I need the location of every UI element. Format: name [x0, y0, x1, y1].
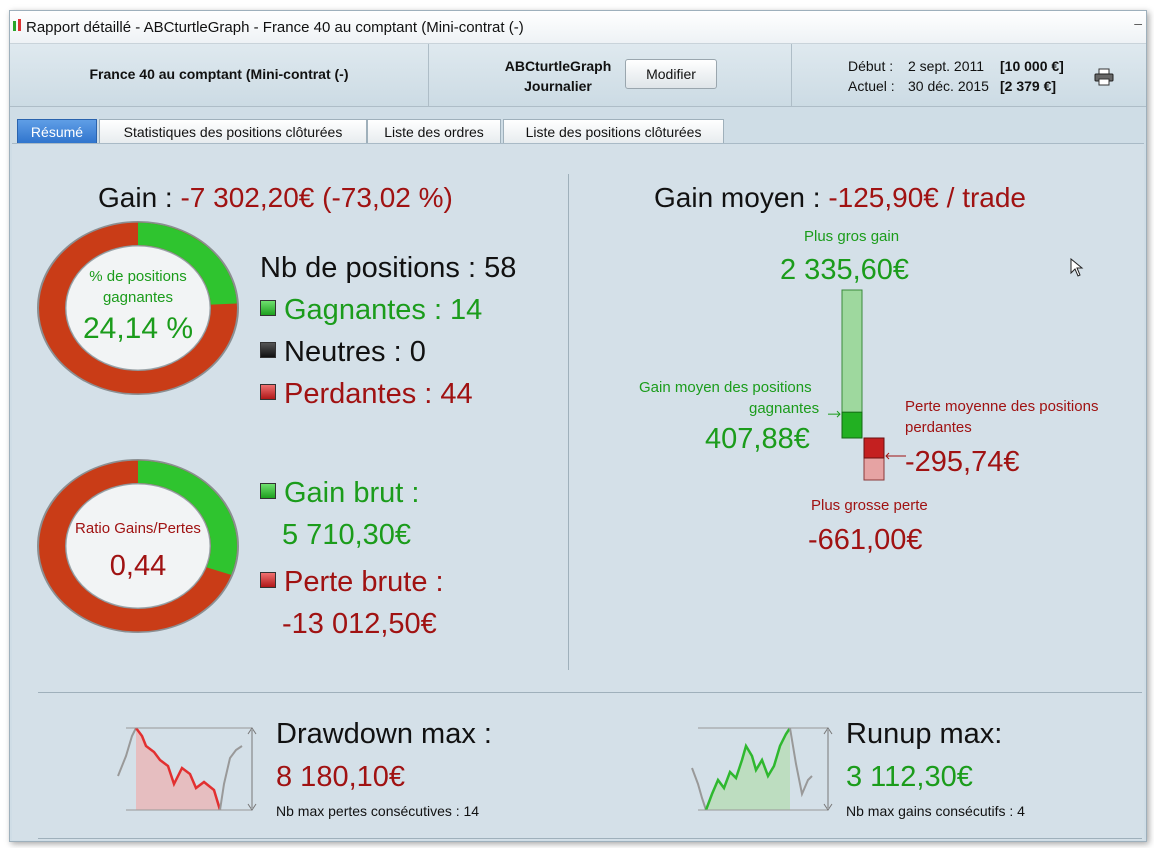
runup-note: Nb max gains consécutifs : 4 — [846, 803, 1025, 819]
title-bar: Rapport détaillé - ABCturtleGraph - Fran… — [10, 11, 1146, 44]
biggest-gain-value: 2 335,60€ — [780, 254, 910, 286]
win-rate-donut: % de positions gagnantes 24,14 % — [34, 218, 242, 398]
current-capital: [2 379 €] — [1000, 78, 1057, 94]
instrument-name: France 40 au comptant (Mini-contrat (-) — [89, 66, 349, 82]
win-rate-center: % de positions gagnantes 24,14 % — [70, 254, 206, 362]
ratio-donut: Ratio Gains/Pertes 0,44 — [34, 456, 242, 636]
graph-info: ABCturtleGraph Journalier — [488, 56, 628, 96]
runup-value: 3 112,30€ — [846, 761, 973, 793]
ring-gain-segment — [39, 460, 237, 632]
win-rate-label: % de positions gagnantes — [89, 268, 187, 306]
graph-period: Journalier — [524, 78, 592, 94]
ratio-ring — [37, 459, 239, 633]
winning-text: Gagnantes : 14 — [284, 294, 483, 326]
avg-loss-label-2: perdantes — [905, 419, 972, 436]
red-square-icon — [260, 572, 276, 588]
win-rate-value: 24,14 % — [82, 312, 194, 345]
neutral-text: Neutres : 0 — [284, 336, 426, 368]
losing-positions: Perdantes : 44 — [260, 378, 473, 411]
graph-name: ABCturtleGraph — [504, 58, 612, 74]
ratio-value: 0,44 — [109, 550, 167, 582]
avg-loss-bar — [863, 437, 885, 459]
red-square-icon — [260, 384, 276, 400]
minimize-button[interactable]: – — [1134, 15, 1142, 31]
modify-button[interactable]: Modifier — [625, 59, 717, 89]
gross-loss-label: Perte brute : — [260, 566, 444, 599]
start-label: Début : — [848, 58, 894, 74]
tab-bar: Résumé Statistiques des positions clôtur… — [10, 107, 1146, 144]
printer-icon[interactable] — [1094, 68, 1114, 86]
losing-text: Perdantes : 44 — [284, 378, 473, 410]
green-square-icon — [260, 483, 276, 499]
biggest-loss-label: Plus grosse perte — [811, 497, 928, 514]
avg-loss-value: -295,74€ — [905, 446, 1020, 478]
avg-win-label-2: gagnantes — [749, 400, 820, 417]
window-title: Rapport détaillé - ABCturtleGraph - Fran… — [26, 19, 524, 36]
winning-positions: Gagnantes : 14 — [260, 294, 482, 327]
gain-value: -7 302,20€ — [180, 182, 315, 213]
tab-resume[interactable]: Résumé — [17, 119, 97, 144]
ratio-center: Ratio Gains/Pertes 0,44 — [70, 492, 206, 600]
avg-loss-arrow-head — [885, 452, 890, 460]
gross-gain-label: Gain brut : — [260, 477, 419, 510]
mouse-cursor-icon — [1070, 258, 1084, 277]
start-capital: [10 000 €] — [1000, 58, 1064, 74]
current-label: Actuel : — [848, 78, 895, 94]
win-rate-ring — [34, 218, 239, 395]
biggest-loss-value: -661,00€ — [808, 524, 923, 556]
drawdown-note: Nb max pertes consécutives : 14 — [276, 803, 480, 819]
report-window: Rapport détaillé - ABCturtleGraph - Fran… — [9, 10, 1147, 842]
vertical-divider — [568, 174, 569, 670]
header-divider — [428, 44, 429, 106]
tab-closed-positions[interactable]: Liste des positions clôturées — [503, 119, 724, 144]
gross-gain-text: Gain brut : — [284, 477, 420, 509]
total-gain: Gain : -7 302,20€ (-73,02 %) — [98, 182, 453, 214]
ring-loss — [34, 218, 35, 219]
avg-win-value: 407,88€ — [705, 423, 810, 455]
date-range: Début : 2 sept. 2011 [10 000 €] Actuel : 30… — [848, 56, 1064, 96]
ring-win-segment — [39, 222, 237, 394]
average-gain-label: Gain moyen : — [654, 182, 821, 213]
black-square-icon — [260, 342, 276, 358]
summary-panel: Gain : -7 302,20€ (-73,02 %) % de positi… — [12, 143, 1144, 840]
gross-loss-value: -13 012,50€ — [282, 608, 437, 640]
average-gain-value: -125,90€ / trade — [828, 182, 1027, 213]
drawdown-title: Drawdown max : — [276, 718, 492, 750]
gain-percent: (-73,02 %) — [322, 182, 453, 213]
nb-positions: Nb de positions : 58 — [260, 252, 517, 284]
header-divider — [791, 44, 792, 106]
bottom-divider — [38, 838, 1142, 839]
drawdown-sparkline-icon — [117, 727, 257, 811]
tab-orders[interactable]: Liste des ordres — [367, 119, 501, 144]
ratio-label: Ratio Gains/Pertes — [75, 520, 201, 537]
trade-bar-chart — [828, 289, 906, 481]
tab-closed-stats[interactable]: Statistiques des positions clôturées — [99, 119, 367, 144]
avg-win-label-1: Gain moyen des positions — [639, 379, 812, 396]
biggest-gain-label: Plus gros gain — [804, 228, 900, 245]
avg-loss-label-1: Perte moyenne des positions — [905, 398, 1099, 415]
report-header: France 40 au comptant (Mini-contrat (-) … — [10, 44, 1146, 107]
gross-loss-text: Perte brute : — [284, 566, 444, 598]
runup-title: Runup max: — [846, 718, 1003, 750]
average-gain: Gain moyen : -125,90€ / trade — [654, 182, 1026, 214]
app-icon — [12, 19, 22, 33]
start-date: 2 sept. 2011 — [908, 58, 985, 74]
neutral-positions: Neutres : 0 — [260, 336, 426, 369]
gross-gain-value: 5 710,30€ — [282, 519, 412, 551]
runup-sparkline-icon — [691, 727, 833, 811]
green-square-icon — [260, 300, 276, 316]
gain-label: Gain : — [98, 182, 173, 213]
drawdown-value: 8 180,10€ — [276, 761, 406, 793]
avg-win-bar — [841, 411, 863, 439]
current-date: 30 déc. 2015 — [908, 78, 989, 94]
avg-win-arrow-head — [836, 410, 841, 418]
bottom-divider — [38, 692, 1142, 693]
